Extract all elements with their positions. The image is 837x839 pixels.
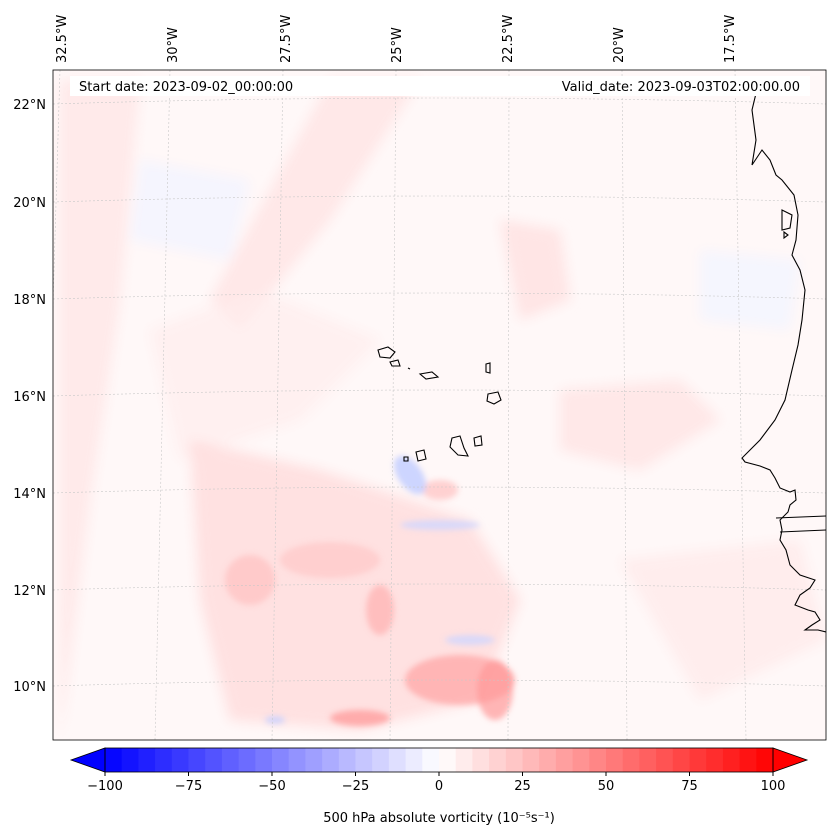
colorbar-cell [722, 748, 741, 772]
colorbar-cell [572, 748, 590, 772]
colorbar-cell [656, 748, 674, 772]
lon-label: 17.5°W [723, 15, 738, 63]
colorbar [105, 748, 774, 772]
colorbar-tick-label: 75 [681, 779, 698, 794]
colorbar-cell [756, 748, 774, 772]
colorbar-cell [505, 748, 523, 772]
colorbar-cell [589, 748, 607, 772]
lon-label: 22.5°W [501, 15, 516, 63]
colorbar-cell [388, 748, 407, 772]
colorbar-tick-label: 100 [761, 779, 786, 794]
colorbar-cell [405, 748, 423, 772]
valid-date-label: Valid_date: 2023-09-03T02:00:00.00 [562, 80, 800, 95]
colorbar-cell [305, 748, 323, 772]
colorbar-tick-label: 0 [435, 779, 443, 794]
lon-label: 25°W [390, 27, 405, 63]
colorbar-cell [105, 748, 123, 772]
colorbar-cell [422, 748, 440, 772]
map-panel [53, 70, 826, 740]
colorbar-cell [622, 748, 640, 772]
colorbar-cell [238, 748, 256, 772]
lat-label: 12°N [13, 584, 46, 599]
colorbar-cell [338, 748, 356, 772]
colorbar-cell [121, 748, 139, 772]
colorbar-tick-label: −50 [258, 779, 285, 794]
colorbar-cell [205, 748, 223, 772]
colorbar-min-extend [69, 747, 106, 773]
lon-label: 27.5°W [279, 15, 294, 63]
colorbar-tick-label: −75 [175, 779, 202, 794]
colorbar-tick-label: 50 [598, 779, 615, 794]
colorbar-cell [272, 748, 290, 772]
vorticity-cores [225, 455, 515, 726]
lon-label: 32.5°W [55, 15, 70, 63]
colorbar-label: 500 hPa absolute vorticity (10⁻⁵s⁻¹) [323, 811, 555, 826]
info-banner [70, 76, 810, 96]
lat-label: 18°N [13, 293, 46, 308]
colorbar-cell [739, 748, 757, 772]
colorbar-cell [372, 748, 390, 772]
colorbar-cell [188, 748, 206, 772]
colorbar-cell [706, 748, 724, 772]
lat-label: 20°N [13, 196, 46, 211]
colorbar-cell [171, 748, 189, 772]
colorbar-cell [539, 748, 557, 772]
colorbar-cell [288, 748, 306, 772]
african-coastline [741, 84, 826, 633]
colorbar-cell [689, 748, 707, 772]
lat-label: 22°N [13, 98, 46, 113]
colorbar-cell [155, 748, 173, 772]
lat-label: 10°N [13, 680, 46, 695]
colorbar-cell [522, 748, 540, 772]
start-date-label: Start date: 2023-09-02_00:00:00 [79, 80, 293, 95]
colorbar-ticks: −100 −75 −50 −25 0 25 50 75 100 [87, 772, 785, 794]
lat-label: 16°N [13, 390, 46, 405]
colorbar-tick-label: −25 [342, 779, 369, 794]
colorbar-cell [489, 748, 507, 772]
colorbar-cell [138, 748, 156, 772]
cape-verde-islands [377, 346, 502, 462]
colorbar-max-extend [772, 747, 809, 773]
colorbar-cell [355, 748, 373, 772]
map-frame [52, 69, 827, 741]
colorbar-cell [255, 748, 273, 772]
lon-label: 20°W [612, 27, 627, 63]
colorbar-cell [439, 748, 457, 772]
colorbar-cell [221, 748, 240, 772]
colorbar-cell [606, 748, 624, 772]
vorticity-field [60, 80, 826, 740]
lat-label: 14°N [13, 487, 46, 502]
colorbar-cell [639, 748, 657, 772]
colorbar-cell [322, 748, 340, 772]
lon-label: 30°W [166, 27, 181, 63]
colorbar-tick-label: −100 [87, 779, 123, 794]
colorbar-cell [455, 748, 473, 772]
colorbar-cell [472, 748, 490, 772]
colorbar-cell [555, 748, 574, 772]
colorbar-cell [672, 748, 690, 772]
colorbar-tick-label: 25 [514, 779, 531, 794]
